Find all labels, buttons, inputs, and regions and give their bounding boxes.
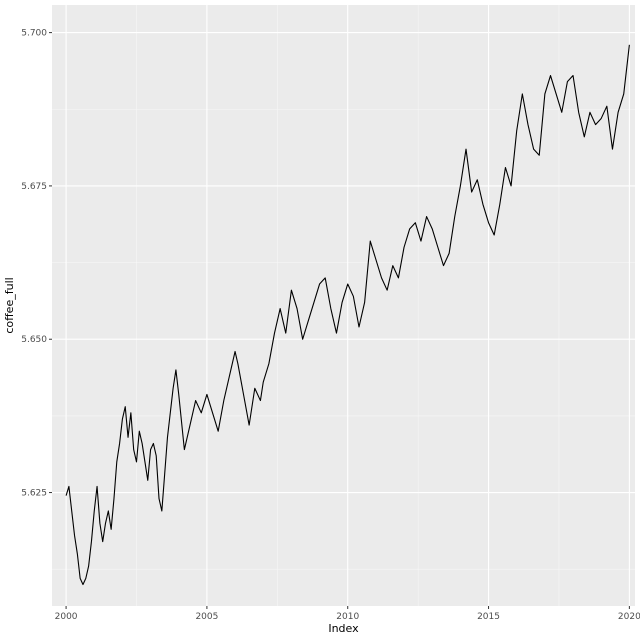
x-tick-label: 2000	[55, 612, 78, 622]
y-axis-title: coffee_full	[3, 277, 16, 333]
x-tick-label: 2005	[195, 612, 218, 622]
y-tick-label: 5.650	[21, 335, 47, 345]
plot-panel	[52, 5, 635, 606]
y-tick-label: 5.625	[21, 489, 47, 499]
series-line	[65, 44, 630, 586]
y-tick-label: 5.700	[21, 29, 47, 39]
x-tick-label: 2015	[477, 612, 500, 622]
series-layer	[65, 44, 630, 586]
x-axis-title: Index	[328, 622, 359, 635]
y-axis: 5.625 5.650 5.675 5.700	[21, 29, 52, 499]
x-tick-label: 2020	[618, 612, 640, 622]
y-tick-label: 5.675	[21, 182, 47, 192]
x-axis: 2000 2005 2010 2015 2020	[55, 606, 640, 622]
minor-gridlines	[52, 5, 635, 606]
major-gridlines	[52, 5, 635, 606]
x-tick-label: 2010	[336, 612, 359, 622]
